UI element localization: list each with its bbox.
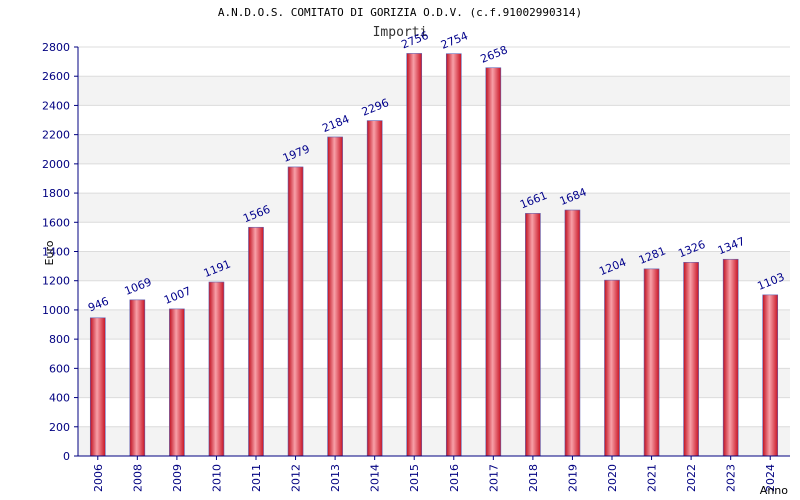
- y-tick-label: 0: [63, 450, 70, 463]
- x-tick-label: 2021: [646, 464, 659, 492]
- bar: [366, 120, 383, 457]
- x-tick-label: 2006: [92, 464, 105, 492]
- y-tick-label: 1400: [42, 246, 70, 259]
- x-tick-label: 2024: [764, 464, 777, 492]
- bar: [762, 294, 779, 457]
- bar: [327, 136, 343, 457]
- chart-subtitle: Importi: [372, 25, 428, 40]
- x-tick-label: 2019: [566, 464, 579, 492]
- y-tick-label: 200: [49, 421, 70, 434]
- bar: [248, 226, 264, 457]
- bar: [604, 279, 620, 457]
- bar: [445, 53, 462, 457]
- x-tick-label: 2018: [527, 464, 540, 492]
- grid-band: [78, 280, 790, 310]
- bar: [683, 262, 699, 457]
- bar: [89, 317, 106, 457]
- bar: [525, 213, 541, 457]
- y-tick-label: 800: [49, 333, 70, 346]
- x-tick-label: 2020: [606, 464, 619, 492]
- grid-band: [78, 397, 790, 427]
- y-axis-ticks: 0 200 400 600 800 1000 1200 1400 1600 1800 2000 220…: [42, 41, 78, 463]
- grid-band: [78, 222, 790, 252]
- x-tick-label: 2023: [725, 464, 738, 492]
- y-tick-label: 1000: [42, 304, 70, 317]
- grid-band: [78, 76, 790, 106]
- x-tick-label: 2011: [250, 464, 263, 492]
- bar: [485, 67, 502, 457]
- bar: [129, 299, 146, 457]
- grid-band: [78, 134, 790, 164]
- bar: [287, 166, 304, 457]
- grid-band: [78, 309, 790, 340]
- bar: [169, 308, 185, 457]
- y-axis-label: Euro: [43, 240, 56, 265]
- y-tick-label: 2200: [42, 129, 70, 142]
- x-tick-label: 2022: [685, 464, 698, 492]
- grid-band: [78, 163, 790, 194]
- y-tick-label: 600: [49, 362, 70, 375]
- bar: [564, 209, 581, 457]
- x-tick-label: 2008: [131, 464, 144, 492]
- x-tick-label: 2013: [329, 464, 342, 492]
- grid-band: [78, 47, 790, 77]
- grid-band: [78, 251, 790, 281]
- x-tick-label: 2010: [210, 464, 223, 492]
- y-tick-label: 1200: [42, 275, 70, 288]
- bar: [208, 281, 225, 457]
- y-tick-label: 2600: [42, 70, 70, 83]
- grid-band: [78, 339, 790, 369]
- grid-bands: [78, 47, 790, 456]
- y-tick-label: 2000: [42, 158, 70, 171]
- x-tick-label: 2014: [369, 464, 382, 492]
- grid-band: [78, 368, 790, 398]
- grid-band: [78, 105, 790, 135]
- x-axis-label: Anno: [760, 484, 788, 497]
- chart-title: A.N.D.O.S. COMITATO DI GORIZIA O.D.V. (c…: [217, 6, 583, 19]
- x-axis-ticks: 2006 2008 2009 2010 2011 2012 2013 2014 2015 2016…: [92, 456, 777, 492]
- y-tick-label: 2400: [42, 99, 70, 112]
- y-tick-label: 1800: [42, 187, 70, 200]
- y-tick-label: 400: [49, 392, 70, 405]
- grid-band: [78, 193, 790, 223]
- grid-band: [78, 426, 790, 456]
- y-tick-label: 2800: [42, 41, 70, 54]
- x-tick-label: 2009: [171, 464, 184, 492]
- bar: [722, 258, 739, 457]
- bar-series: [89, 53, 779, 457]
- x-tick-label: 2016: [448, 464, 461, 492]
- x-tick-label: 2017: [487, 464, 500, 492]
- y-tick-label: 1600: [42, 216, 70, 229]
- bar: [643, 268, 660, 457]
- x-tick-label: 2012: [290, 464, 303, 492]
- bar: [406, 53, 423, 457]
- x-tick-label: 2015: [408, 464, 421, 492]
